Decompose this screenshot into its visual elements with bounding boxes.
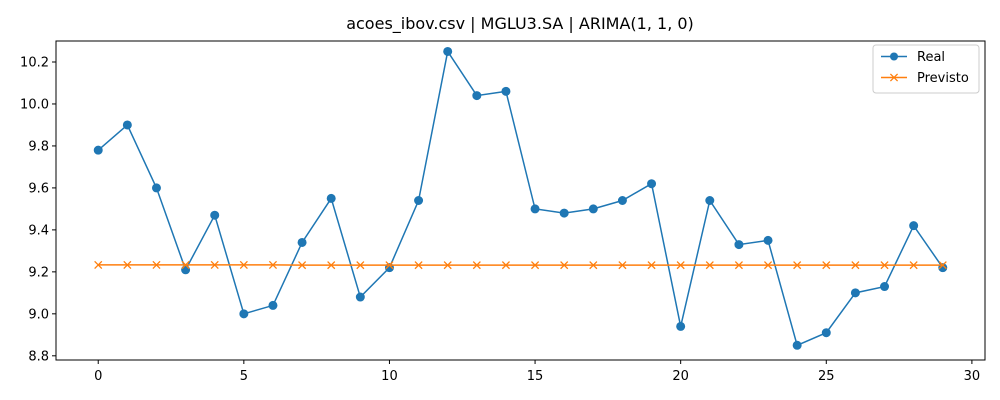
data-point: [152, 260, 161, 269]
x-tick-label: 5: [240, 369, 248, 384]
data-point: [618, 261, 627, 270]
x-tick-label: 20: [672, 369, 689, 384]
data-point: [589, 261, 598, 270]
data-point: [385, 261, 394, 270]
data-point: [647, 261, 656, 270]
data-point: [560, 261, 569, 270]
series-previsto: [94, 260, 947, 270]
data-point: [880, 282, 890, 292]
data-point: [94, 260, 103, 269]
data-point: [793, 261, 802, 270]
series-line: [97, 49, 944, 347]
data-point: [268, 260, 278, 269]
data-point: [676, 321, 686, 331]
data-point: [851, 261, 860, 270]
data-point: [909, 261, 918, 270]
data-point: [792, 340, 802, 350]
series-layer: [93, 46, 948, 350]
data-point: [355, 292, 365, 302]
data-point: [647, 179, 657, 189]
data-point: [414, 196, 424, 205]
x-tick-label: 25: [818, 369, 835, 384]
series-real: [93, 46, 948, 350]
data-point: [676, 261, 685, 270]
data-point: [938, 261, 947, 270]
data-point: [472, 91, 482, 101]
data-point: [850, 288, 860, 298]
legend: Real Previsto: [872, 44, 980, 94]
data-point: [268, 300, 278, 310]
axes: 0 5 10 15 20 25 30 8.8 9.0 9.2 9.4 9.6 9.8 10.0 10.2: [20, 40, 986, 384]
y-tick-label: 8.8: [28, 349, 49, 364]
y-tick-label: 9.0: [28, 307, 49, 322]
data-point: [763, 235, 773, 245]
data-point: [210, 210, 220, 220]
data-point: [414, 261, 423, 270]
data-point: [501, 86, 511, 96]
data-point: [123, 260, 132, 269]
y-tick-label: 9.8: [28, 139, 49, 154]
x-tick-label: 0: [94, 369, 102, 384]
data-point: [356, 261, 365, 270]
data-point: [297, 237, 307, 247]
legend-marker: [890, 52, 898, 61]
x-tick-label: 15: [527, 369, 544, 384]
data-point: [821, 328, 831, 338]
legend-label: Previsto: [917, 71, 969, 86]
data-point: [443, 261, 452, 270]
data-point: [239, 309, 249, 319]
data-point: [298, 261, 307, 270]
data-point: [327, 261, 336, 270]
y-tick-label: 10.2: [20, 55, 49, 70]
legend-marker: [889, 73, 899, 82]
x-tick-label: 30: [964, 369, 981, 384]
data-point: [734, 240, 744, 250]
data-point: [617, 196, 627, 205]
data-point: [763, 261, 773, 270]
data-point: [443, 46, 453, 56]
data-point: [705, 196, 715, 205]
data-point: [734, 261, 743, 270]
legend-label: Real: [917, 50, 945, 65]
data-point: [326, 193, 336, 203]
data-point: [472, 261, 481, 270]
data-point: [151, 183, 161, 193]
data-point: [239, 260, 248, 269]
data-point: [559, 208, 569, 218]
y-tick-label: 9.6: [28, 181, 49, 196]
data-point: [181, 260, 190, 269]
data-point: [705, 261, 714, 270]
data-point: [909, 221, 919, 231]
data-point: [501, 261, 510, 270]
data-point: [210, 260, 219, 269]
data-point: [530, 204, 540, 214]
chart-title: acoes_ibov.csv | MGLU3.SA | ARIMA(1, 1, …: [346, 14, 694, 34]
y-tick-label: 10.0: [20, 97, 49, 112]
data-point: [93, 145, 103, 155]
x-tick-label: 10: [381, 369, 398, 384]
y-tick-label: 9.2: [28, 265, 49, 280]
plot-frame: [55, 40, 986, 361]
data-point: [822, 261, 831, 270]
y-tick-label: 9.4: [28, 223, 49, 238]
data-point: [588, 204, 598, 214]
data-point: [880, 261, 889, 270]
data-point: [122, 120, 132, 130]
data-point: [531, 261, 540, 270]
